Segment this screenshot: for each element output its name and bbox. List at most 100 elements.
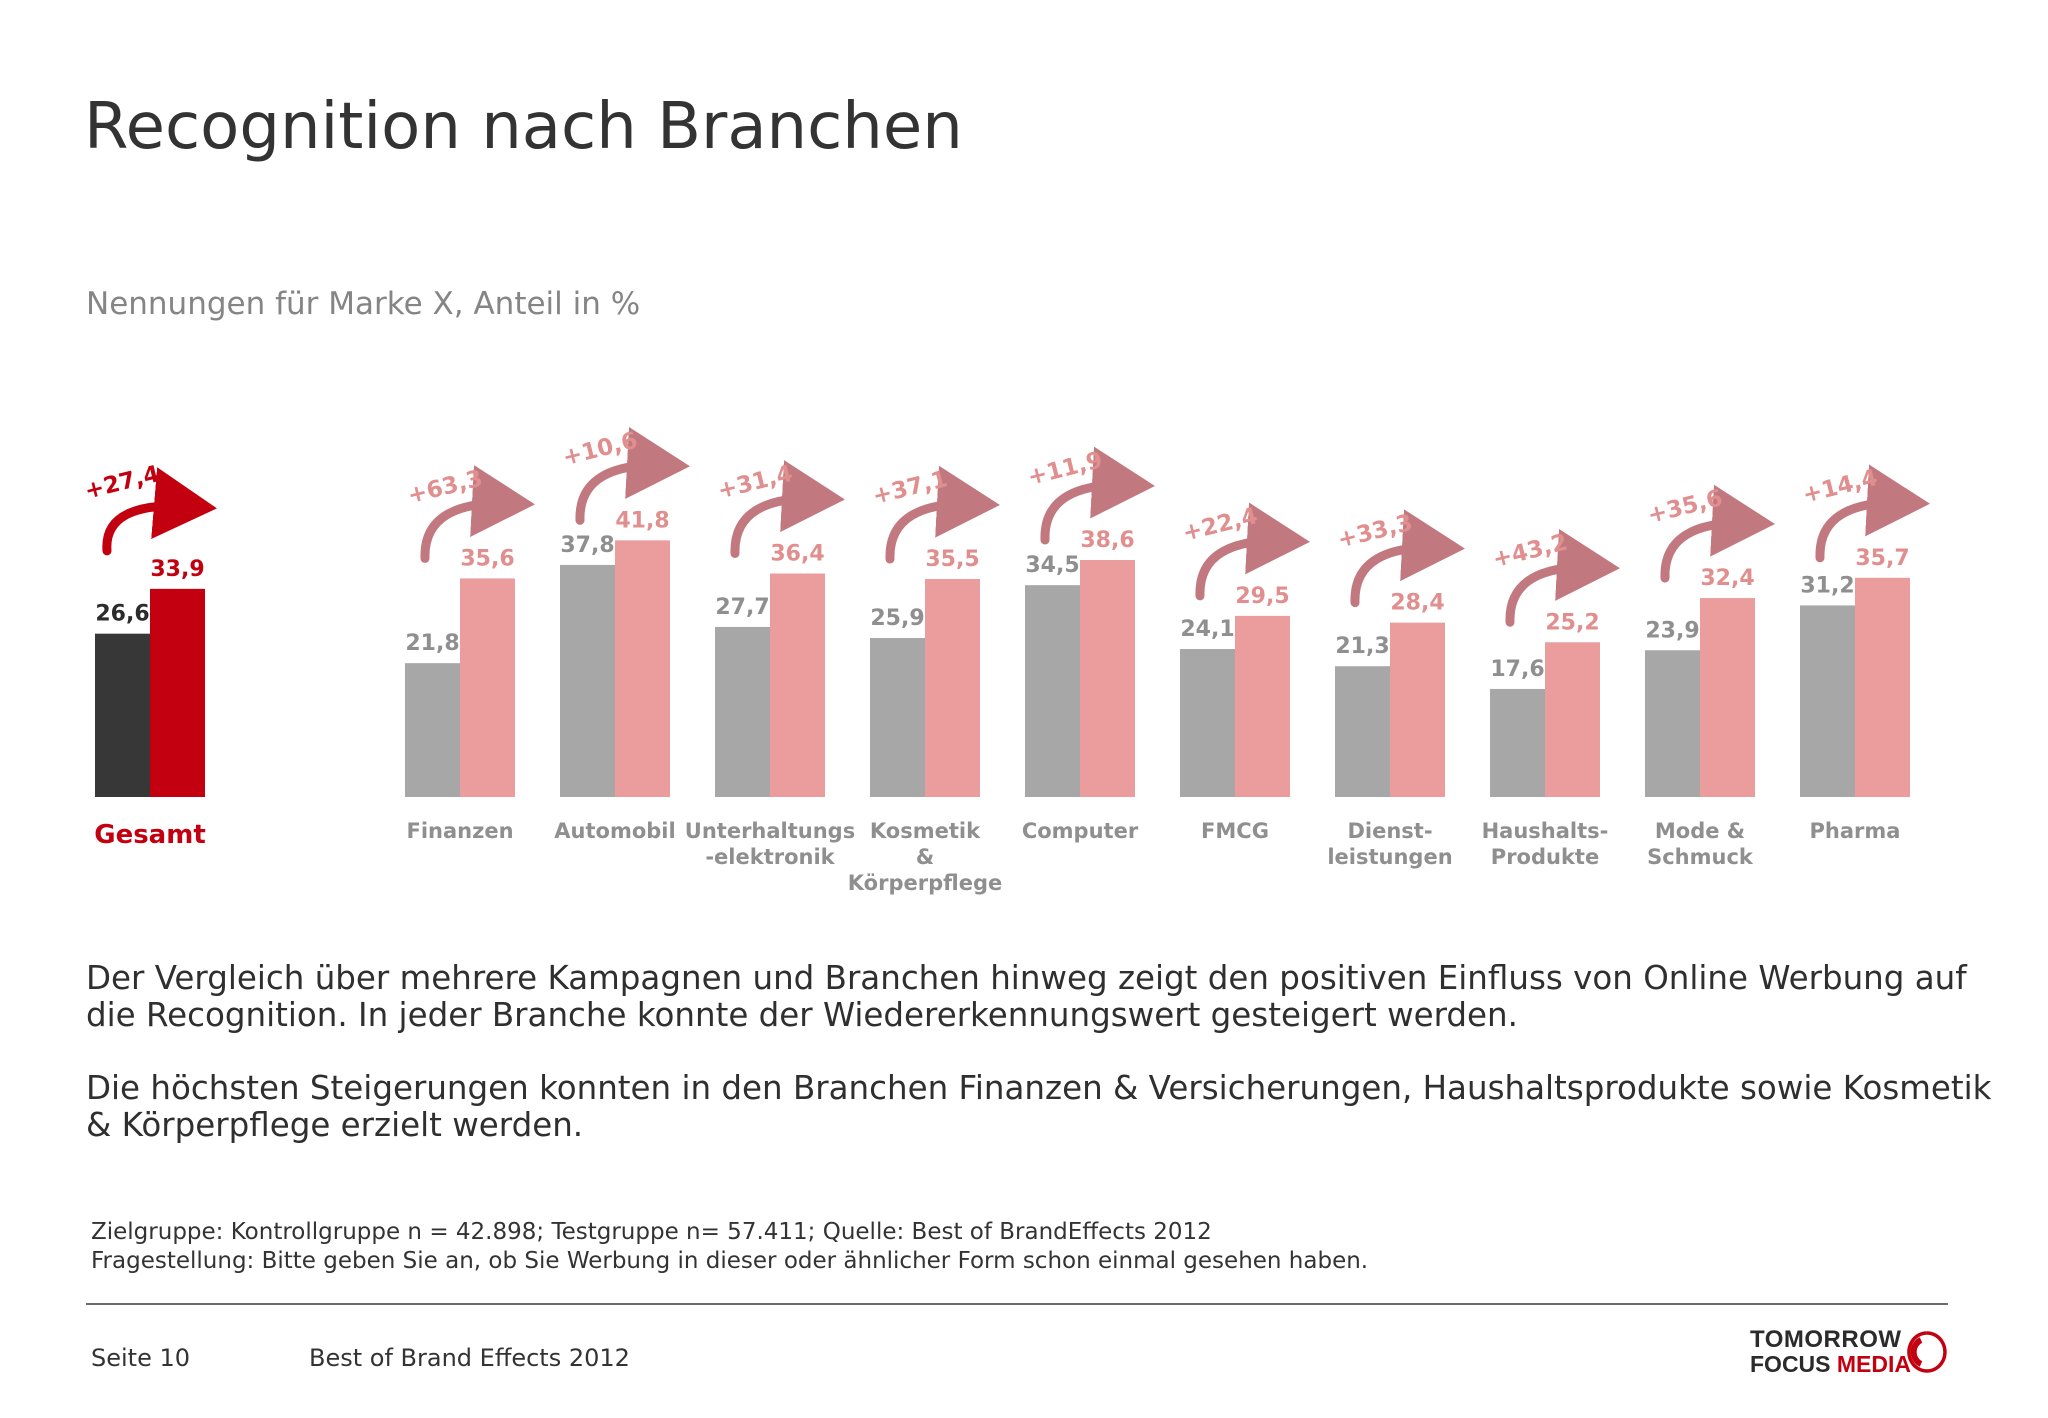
value-label-control-1: 21,8 (405, 631, 459, 656)
category-label-line: Computer (1022, 819, 1139, 843)
footer-divider (86, 1303, 1948, 1305)
value-label-test-0: 33,9 (150, 557, 204, 582)
bar-control-0 (95, 633, 150, 797)
value-label-test-1: 35,6 (460, 546, 514, 571)
category-label-line: Unterhaltungs (685, 819, 855, 843)
category-label-line: Produkte (1491, 845, 1599, 869)
bar-control-6 (1180, 649, 1235, 797)
category-label-line: Finanzen (406, 819, 513, 843)
bar-control-3 (715, 626, 770, 797)
footnote-question: Fragestellung: Bitte geben Sie an, ob Si… (91, 1248, 1369, 1274)
footnote: Zielgruppe: Kontrollgruppe n = 42.898; T… (91, 1218, 1368, 1276)
category-label-line: leistungen (1327, 845, 1452, 869)
bar-control-2 (560, 564, 615, 797)
uplift-arrow-7 (1350, 509, 1465, 608)
uplift-arrow-1 (420, 465, 535, 563)
category-label-line: Pharma (1810, 819, 1901, 843)
value-label-test-9: 32,4 (1700, 566, 1754, 591)
uplift-arrow-3 (730, 460, 845, 559)
category-label-6: FMCG (1201, 819, 1269, 843)
value-label-control-5: 34,5 (1025, 553, 1079, 578)
bar-test-9 (1700, 598, 1755, 797)
uplift-arrow-9 (1660, 484, 1775, 583)
value-label-test-3: 36,4 (770, 542, 824, 567)
bar-control-7 (1335, 666, 1390, 797)
value-label-control-9: 23,9 (1645, 618, 1699, 643)
category-label-0: Gesamt (94, 820, 206, 850)
recognition-bar-chart: 26,633,9+27,4Gesamt21,835,6+63,3Finanzen… (82, 427, 1930, 895)
category-label-line: Schmuck (1647, 845, 1754, 869)
page-number: Seite 10 (91, 1344, 191, 1372)
category-label-line: Mode & (1655, 819, 1745, 843)
category-label-line: Körperpflege (848, 871, 1002, 895)
value-label-control-2: 37,8 (560, 533, 614, 558)
value-label-control-8: 17,6 (1490, 657, 1544, 682)
uplift-label-0: +27,4 (82, 461, 162, 505)
page-title: Recognition nach Branchen (84, 90, 963, 164)
logo-word-focus: FOCUS (1750, 1351, 1831, 1377)
document-title: Best of Brand Effects 2012 (309, 1344, 630, 1372)
bar-control-1 (405, 663, 460, 797)
uplift-arrow-6 (1195, 502, 1310, 601)
uplift-arrow-10 (1815, 464, 1930, 563)
uplift-arrow-8 (1505, 528, 1620, 627)
bar-test-2 (615, 540, 670, 797)
value-label-control-6: 24,1 (1180, 617, 1234, 642)
category-label-9: Mode & Schmuck (1647, 819, 1754, 869)
value-label-test-10: 35,7 (1855, 546, 1909, 571)
bar-test-3 (770, 573, 825, 797)
value-label-test-5: 38,6 (1080, 528, 1134, 553)
category-label-8: Haushalts-Produkte (1482, 819, 1609, 869)
category-label-line: Gesamt (94, 820, 206, 850)
category-label-line: Kosmetik (870, 819, 981, 843)
category-label-5: Computer (1022, 819, 1139, 843)
category-label-10: Pharma (1810, 819, 1901, 843)
category-label-line: & (916, 845, 934, 869)
chart-subtitle: Nennungen für Marke X, Anteil in % (86, 286, 641, 322)
category-label-line: FMCG (1201, 819, 1269, 843)
logo-word-media: MEDIA (1836, 1351, 1912, 1377)
bar-control-8 (1490, 688, 1545, 797)
category-label-line: -elektronik (705, 845, 835, 869)
bar-test-8 (1545, 642, 1600, 797)
bar-control-5 (1025, 585, 1080, 797)
category-label-3: Unterhaltungs -elektronik (685, 819, 855, 869)
bar-test-0 (150, 588, 205, 797)
value-label-test-7: 28,4 (1390, 591, 1444, 616)
uplift-arrow-2 (575, 427, 690, 525)
bar-test-1 (460, 578, 515, 797)
body-paragraph-1: Der Vergleich über mehrere Kampagnen und… (86, 960, 2016, 1034)
logo-line-1: TOMORROW (1750, 1326, 1902, 1353)
category-label-2: Automobil (554, 819, 675, 843)
category-label-1: Finanzen (406, 819, 513, 843)
footnote-sample: Zielgruppe: Kontrollgruppe n = 42.898; T… (91, 1219, 1212, 1245)
body-paragraph-2-text: Die höchsten Steigerungen konnten in den… (86, 1069, 1992, 1144)
body-paragraph-2: Die höchsten Steigerungen konnten in den… (86, 1070, 2016, 1144)
value-label-control-0: 26,6 (95, 602, 149, 627)
bar-control-4 (870, 637, 925, 797)
value-label-test-2: 41,8 (615, 508, 669, 533)
uplift-arrow-5 (1040, 446, 1155, 545)
tomorrow-focus-media-logo: TOMORROW FOCUS MEDIA (1745, 1326, 1955, 1378)
bar-control-9 (1645, 650, 1700, 797)
logo-line-2: FOCUS MEDIA (1750, 1351, 1911, 1378)
value-label-control-7: 21,3 (1335, 634, 1389, 659)
logo-mark-icon (1907, 1331, 1947, 1373)
category-label-line: Haushalts- (1482, 819, 1609, 843)
bar-test-7 (1390, 622, 1445, 797)
value-label-control-4: 25,9 (870, 606, 924, 631)
uplift-arrow-0 (102, 467, 217, 556)
value-label-test-6: 29,5 (1235, 584, 1289, 609)
category-label-line: Dienst- (1347, 819, 1432, 843)
value-label-test-4: 35,5 (925, 547, 979, 572)
uplift-arrow-4 (885, 465, 1000, 564)
body-paragraph-1-text: Der Vergleich über mehrere Kampagnen und… (86, 959, 1967, 1034)
value-label-control-10: 31,2 (1800, 573, 1854, 598)
category-label-7: Dienst-leistungen (1327, 819, 1452, 869)
bar-test-5 (1080, 559, 1135, 797)
bar-test-10 (1855, 577, 1910, 797)
bar-control-10 (1800, 605, 1855, 797)
bar-test-6 (1235, 615, 1290, 797)
value-label-test-8: 25,2 (1545, 610, 1599, 635)
category-label-line: Automobil (554, 819, 675, 843)
